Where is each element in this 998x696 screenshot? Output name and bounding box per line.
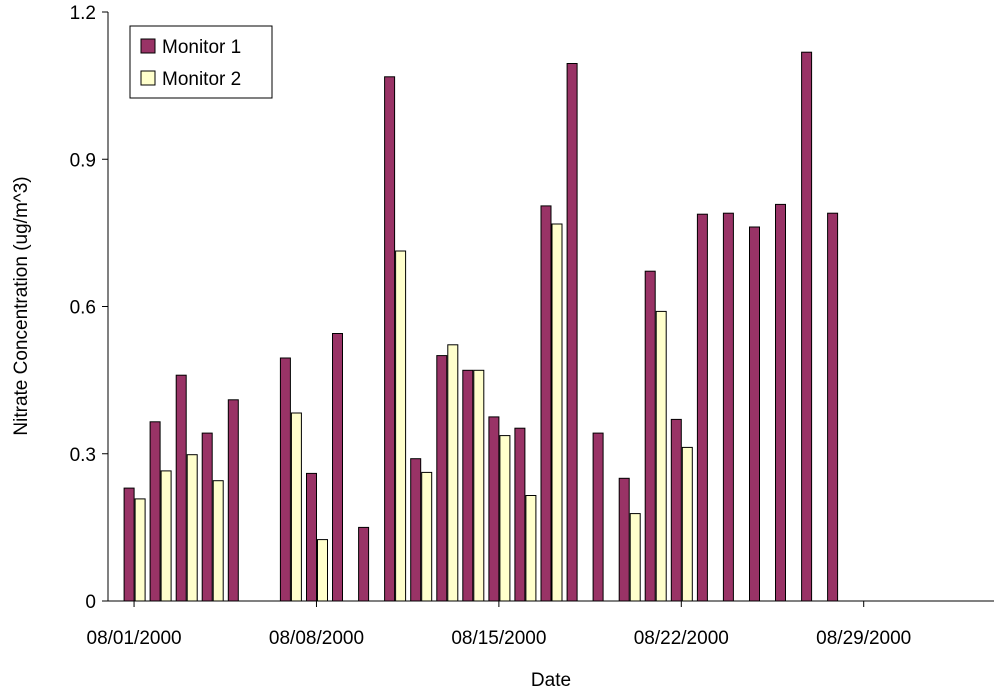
bar-monitor-1-08-23-2000 [696,213,708,602]
bar-monitor-1-08-20-2000 [618,477,630,602]
bar-monitor-1-08-10-2000 [358,526,370,602]
bar-monitor-1-08-12-2000 [410,458,422,602]
bar-monitor-2-08-15-2000 [499,435,511,602]
bar-monitor-2-08-01-2000 [134,498,146,602]
bar-monitor-2-08-02-2000 [160,470,172,602]
bar-monitor-1-08-16-2000 [514,427,526,602]
y-tick-label: 0 [85,592,96,613]
bar-monitor-1-08-03-2000 [175,374,187,602]
bar-monitor-2-08-17-2000 [551,223,563,602]
legend: Monitor 1 Monitor 2 [129,25,273,99]
bar-monitor-1-08-21-2000 [644,270,656,602]
bar-monitor-1-08-24-2000 [722,212,734,602]
x-tick-label: 08/15/2000 [451,628,546,649]
bar-monitor-1-08-08-2000 [306,472,317,602]
y-tick-label: 0.6 [70,298,96,319]
bar-monitor-1-08-26-2000 [775,203,786,602]
bar-monitor-1-08-09-2000 [332,333,343,602]
y-tick-label: 1.2 [70,3,96,24]
bar-monitor-1-08-04-2000 [201,432,213,602]
bar-monitor-1-08-17-2000 [540,205,552,602]
x-tick-label: 08/08/2000 [269,628,364,649]
legend-label-monitor-2: Monitor 2 [162,69,241,90]
x-axis-title: Date [531,670,571,691]
bar-monitor-2-08-16-2000 [525,495,537,602]
legend-box [129,25,273,99]
bar-monitor-1-08-22-2000 [670,418,682,602]
legend-swatch-monitor-1 [140,38,156,54]
bar-monitor-2-08-21-2000 [655,310,667,602]
x-tick-label: 08/22/2000 [634,628,729,649]
bar-monitor-1-08-07-2000 [279,357,291,602]
bar-monitor-1-08-27-2000 [801,51,813,602]
bar-monitor-2-08-13-2000 [447,344,459,602]
legend-swatch-monitor-2 [140,70,156,86]
bar-monitor-2-08-11-2000 [395,250,407,602]
bar-monitor-2-08-22-2000 [681,446,693,602]
bar-monitor-2-08-08-2000 [317,539,328,602]
bar-monitor-1-08-15-2000 [488,416,500,602]
bar-monitor-1-08-05-2000 [227,399,239,602]
bar-monitor-2-08-12-2000 [421,471,433,602]
x-tick-label: 08/29/2000 [816,628,911,649]
bar-monitor-1-08-18-2000 [566,63,578,602]
bar-monitor-1-08-19-2000 [592,432,604,602]
bar-monitor-1-08-01-2000 [123,487,135,602]
bar-monitor-1-08-02-2000 [149,421,161,602]
bar-monitor-1-08-28-2000 [827,212,839,602]
bar-monitor-1-08-25-2000 [749,226,760,602]
y-axis-title: Nitrate Concentration (ug/m^3) [11,176,32,435]
bar-monitor-2-08-14-2000 [473,369,485,602]
y-tick-label: 0.3 [70,445,96,466]
bar-monitor-2-08-07-2000 [290,412,302,602]
bar-monitor-2-08-03-2000 [186,454,198,602]
y-tick-label: 0.9 [70,150,96,171]
bar-monitor-1-08-11-2000 [384,76,396,602]
x-tick-label: 08/01/2000 [87,628,182,649]
legend-label-monitor-1: Monitor 1 [162,37,241,58]
bar-monitor-1-08-14-2000 [462,369,474,602]
bar-monitor-1-08-13-2000 [436,355,448,602]
bar-monitor-2-08-04-2000 [212,480,224,602]
bar-monitor-2-08-20-2000 [629,513,641,602]
